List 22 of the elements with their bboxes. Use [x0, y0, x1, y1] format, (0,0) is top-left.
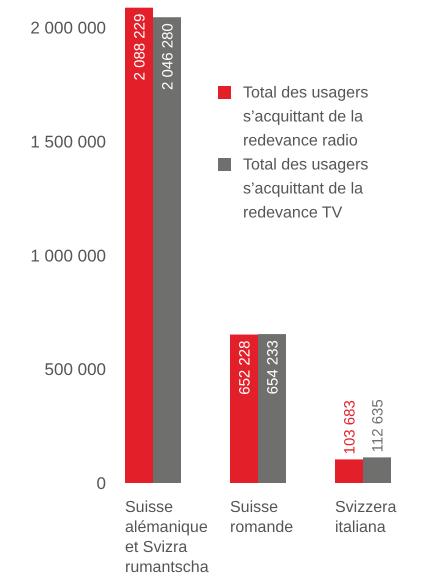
x-tick-label: Svizzera italiana — [335, 499, 396, 536]
data-label: 2 046 280 — [160, 23, 176, 90]
bar — [125, 8, 153, 483]
data-label: 112 635 — [370, 399, 386, 452]
y-tick-label: 500 000 — [44, 360, 106, 380]
y-tick-label: 2 000 000 — [30, 18, 106, 38]
bar — [363, 457, 391, 483]
data-label: 2 088 229 — [132, 14, 148, 80]
y-tick-label: 1 000 000 — [30, 246, 106, 266]
data-label: 654 233 — [264, 340, 282, 394]
x-tick-label: Suisse alémanique et Svizra rumantscha — [125, 499, 209, 576]
y-tick-label: 0 — [96, 474, 106, 493]
y-tick-label: 1 500 000 — [30, 132, 106, 152]
bar — [230, 334, 258, 483]
legend-label: Total des usagers s’acquittant de la redevance TV — [243, 156, 368, 222]
bar — [258, 334, 286, 483]
bar — [335, 459, 363, 483]
data-label: 103 683 — [342, 400, 358, 454]
bar — [153, 17, 181, 483]
data-label: 652 228 — [236, 340, 254, 395]
x-tick-label: Suisse romande — [230, 499, 294, 536]
legend-label: Total des usagers s’acquittant de la redevance radio — [243, 84, 368, 150]
